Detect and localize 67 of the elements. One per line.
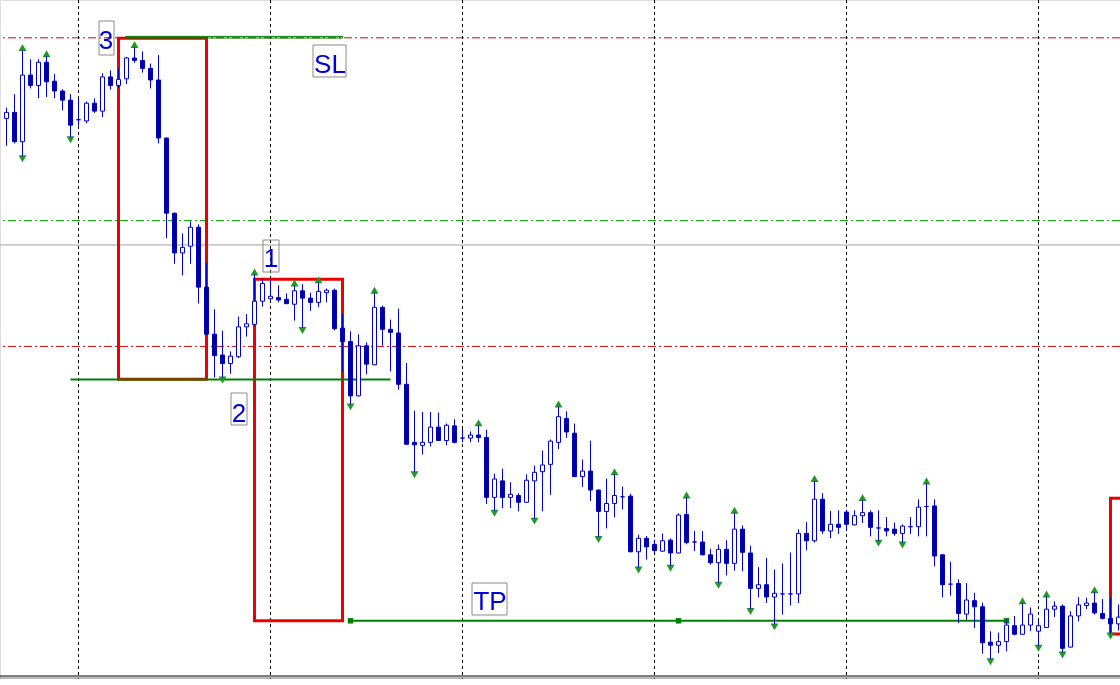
candlestick [828,510,833,539]
candlestick [148,63,153,89]
annotation: 2 [231,398,247,428]
candlestick [340,314,345,372]
candlestick [28,59,33,89]
candlestick [764,557,769,603]
candlestick [724,540,729,576]
candlestick [388,319,393,372]
candlestick [1028,607,1033,632]
candlestick [548,439,553,495]
candlestick [868,510,873,537]
candlestick [948,561,953,596]
candlestick [212,309,217,378]
candlestick [460,429,465,443]
candlestick [380,305,385,346]
candlestick [844,509,849,531]
candlestick [4,107,9,146]
candlestick [588,440,593,501]
candlestick [116,68,121,88]
candlestick [140,51,145,73]
candlestick [420,411,425,455]
candlestick [780,563,785,615]
annotation: SL [314,49,346,79]
candlestick [836,510,841,534]
candlestick [740,525,745,572]
candlestick [108,70,113,90]
candlestick [884,517,889,537]
candlestick [540,450,545,512]
candlestick [268,278,273,300]
candlestick [788,552,793,606]
annotation: 1 [263,243,279,273]
candlestick [188,221,193,264]
candlestick [596,489,601,537]
candlestick [1100,598,1105,620]
candlestick [180,233,185,276]
candlestick [580,459,585,487]
candlestick [228,351,233,374]
candlestick [996,632,1001,654]
candlestick [244,314,249,337]
candlestick [124,56,129,85]
candlestick [36,59,41,99]
candlestick [364,342,369,375]
candlestick [564,411,569,438]
candlestick [644,535,649,560]
candlestick [508,482,513,509]
candlestick [524,474,529,503]
candlestick [1076,597,1081,622]
candlestick [604,478,609,529]
candlestick [452,419,457,444]
candlestick [500,468,505,509]
candlestick [692,531,697,552]
candlestick [260,278,265,307]
candlestick [300,284,305,328]
candlestick [52,73,57,99]
candlestick [756,567,761,598]
candlestick [916,499,921,537]
candlestick [84,101,89,124]
annotation: TP [473,586,507,616]
candlestick [436,412,441,442]
candlestick [428,411,433,447]
candlestick [700,531,705,556]
candlestick [1012,616,1017,636]
candlestick [60,89,65,111]
candlestick [972,592,977,629]
candlestick [964,583,969,621]
candlestick [444,423,449,446]
candlestick [804,521,809,551]
